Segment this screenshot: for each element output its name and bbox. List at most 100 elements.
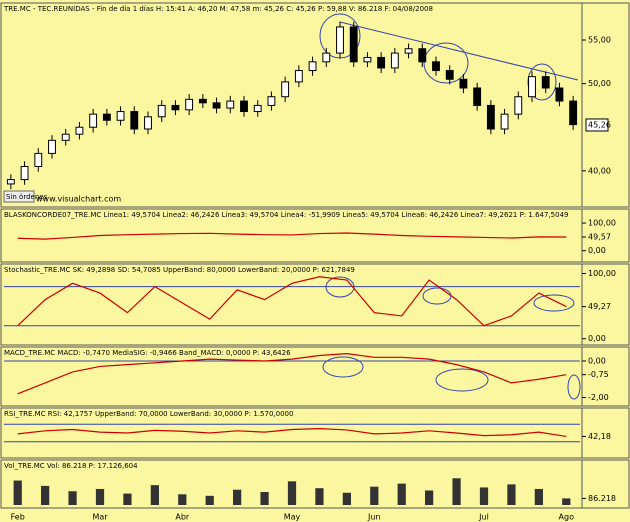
candle-body: [459, 78, 468, 89]
panel: [0, 263, 630, 346]
candle-body: [281, 81, 290, 98]
button-label: Sin órdenes: [6, 193, 48, 201]
y-tick-label: -0,75: [588, 370, 609, 379]
series-line: [17, 276, 567, 327]
candle-body: [569, 100, 578, 126]
x-tick-label: Mar: [92, 513, 108, 522]
bar: [425, 490, 434, 505]
y-tick-label: 100,00: [588, 269, 616, 278]
candle-body: [528, 76, 536, 98]
panel-title: RSI_TRE.MC RSI: 42,1757 UpperBand: 70,00…: [4, 410, 293, 418]
candle-body: [253, 104, 262, 113]
candle-body: [555, 87, 564, 102]
candle-body: [198, 98, 207, 104]
bar: [479, 487, 489, 505]
y-tick-label: -2,00: [588, 393, 609, 402]
panel-title: BLASKONCORDE07_TRE.MC Linea1: 49,5704 Li…: [4, 211, 568, 219]
candle-body: [171, 104, 180, 111]
bar: [68, 491, 77, 505]
highlight: [423, 42, 469, 84]
x-tick-label: Feb: [11, 513, 25, 522]
candle-body: [541, 76, 550, 89]
candle-body: [336, 26, 344, 54]
candle-body: [294, 70, 303, 83]
x-tick-label: Abr: [175, 513, 190, 522]
y-tick-label: 0,00: [588, 356, 606, 365]
candle-body: [445, 70, 454, 80]
candle-body: [514, 96, 523, 115]
candle-body: [349, 26, 358, 63]
bar: [41, 485, 50, 505]
bar: [562, 498, 571, 505]
candle-body: [75, 126, 84, 135]
candle-body: [89, 113, 98, 128]
candle-body: [48, 139, 56, 154]
series-line: [17, 353, 567, 395]
candle-body: [267, 96, 276, 106]
candle-body: [61, 133, 70, 141]
candle-body: [377, 56, 386, 69]
bar: [150, 485, 159, 505]
y-tick-label: 86.218: [588, 494, 616, 503]
bar: [342, 492, 351, 505]
panel-title: MACD_TRE.MC MACD: -0,7470 MediaSIG: -0,9…: [4, 349, 291, 357]
bar: [233, 489, 242, 505]
trend-line: [339, 21, 579, 81]
bar: [178, 494, 187, 505]
candle-body: [185, 98, 194, 111]
x-tick-label: Jun: [367, 513, 381, 522]
candle-body: [390, 52, 399, 69]
bar: [370, 486, 379, 505]
bar: [452, 478, 461, 505]
y-tick-label: 49,57: [588, 233, 611, 242]
panel: [0, 346, 630, 407]
candle-body: [363, 56, 372, 63]
x-tick-label: Jul: [478, 513, 489, 522]
y-tick-label: 55,00: [588, 36, 611, 45]
y-tick-label: 40,00: [588, 166, 611, 175]
y-tick-label: 50,00: [588, 79, 611, 88]
candle-body: [432, 61, 440, 72]
bar: [315, 488, 324, 505]
candle-body: [486, 104, 495, 130]
y-tick-label: 0,00: [588, 246, 606, 255]
candle-body: [322, 52, 331, 63]
highlight: [567, 374, 581, 400]
bar: [205, 495, 214, 505]
button[interactable]: [3, 190, 35, 203]
y-tick-label: 100,00: [588, 219, 616, 228]
candle-body: [226, 100, 235, 109]
bar: [123, 493, 132, 505]
bar: [260, 492, 269, 505]
bar: [534, 488, 543, 505]
y-tick-label: 0,00: [588, 334, 606, 343]
panel: [0, 407, 630, 459]
panel-title: TRE.MC - TEC.REUNIDAS - Fin de día 1 día…: [3, 5, 433, 13]
highlight: [533, 294, 575, 312]
candle-body: [20, 165, 29, 181]
highlight: [322, 356, 364, 378]
candle-body: [6, 179, 15, 185]
last-price-box: [585, 118, 609, 132]
candle-body: [116, 111, 125, 121]
panel-title: Stochastic_TRE.MC SK: 49,2898 SD: 54,708…: [4, 266, 355, 274]
panel: [0, 208, 630, 263]
watermark: www.visualchart.com: [36, 195, 121, 204]
y-tick-label: 42,18: [588, 432, 611, 441]
bar: [507, 484, 516, 505]
candle-body: [500, 113, 509, 130]
candle-body: [418, 48, 427, 63]
candle-body: [473, 87, 482, 106]
x-tick-label: May: [284, 513, 301, 522]
bar: [95, 488, 105, 505]
candle-body: [240, 100, 248, 113]
panel: [0, 459, 630, 509]
series-line: [17, 232, 567, 240]
panel-title: Vol_TRE.MC Vol: 86.218 P: 17.126,604: [4, 462, 138, 470]
series-line: [17, 427, 567, 438]
x-tick-label: Ago: [559, 513, 575, 522]
candle-body: [404, 48, 413, 54]
candle-body: [130, 111, 139, 130]
